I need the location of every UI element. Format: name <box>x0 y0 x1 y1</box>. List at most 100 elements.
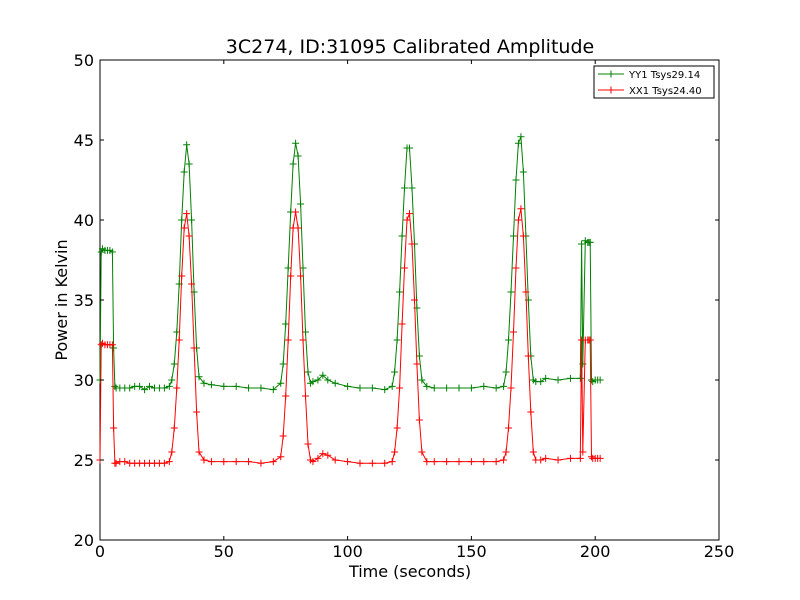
data-point <box>180 168 188 176</box>
data-point <box>302 392 310 400</box>
data-point <box>170 424 178 432</box>
data-point <box>299 336 307 344</box>
data-point <box>393 336 401 344</box>
data-point <box>108 341 116 349</box>
data-point <box>141 386 149 394</box>
data-point <box>136 382 144 390</box>
data-point <box>195 448 203 456</box>
data-point <box>455 458 463 466</box>
data-point <box>309 458 317 466</box>
data-point <box>112 459 120 467</box>
data-point <box>408 184 416 192</box>
series-group <box>96 205 604 467</box>
data-point <box>207 458 215 466</box>
y-tick-label: 50 <box>74 51 94 70</box>
data-point <box>168 376 176 384</box>
data-point <box>292 139 300 147</box>
data-point <box>368 459 376 467</box>
data-point <box>356 384 364 392</box>
data-point <box>195 373 203 381</box>
data-point <box>388 382 396 390</box>
data-point <box>566 454 574 462</box>
data-point <box>480 382 488 390</box>
data-point <box>282 392 290 400</box>
data-point <box>398 320 406 328</box>
data-point <box>406 144 413 152</box>
data-point <box>220 458 228 466</box>
data-point <box>502 368 510 376</box>
legend: YY1 Tsys29.14 XX1 Tsys24.40 <box>593 65 715 99</box>
data-point <box>507 288 515 296</box>
y-tick-label: 35 <box>74 291 94 310</box>
data-point <box>398 232 406 240</box>
data-point <box>110 344 118 352</box>
data-point <box>401 184 409 192</box>
data-point <box>391 448 399 456</box>
x-tick-label: 150 <box>456 542 487 561</box>
data-point <box>480 458 488 466</box>
data-point <box>200 456 208 464</box>
legend-entries: YY1 Tsys29.14 XX1 Tsys24.40 <box>598 70 702 97</box>
data-point <box>207 381 215 389</box>
data-point <box>292 208 300 216</box>
data-point <box>542 374 550 382</box>
data-point <box>279 360 287 368</box>
data-point <box>279 432 287 440</box>
data-point <box>180 224 188 232</box>
data-point <box>294 152 302 160</box>
data-point <box>319 371 327 379</box>
data-point <box>185 160 193 168</box>
data-point <box>418 448 426 456</box>
data-point <box>183 210 191 218</box>
data-point <box>527 408 535 416</box>
data-point <box>178 216 186 224</box>
y-tick-label: 45 <box>74 131 94 150</box>
data-point <box>97 248 105 256</box>
x-tick-label: 250 <box>704 542 735 561</box>
data-point <box>537 456 545 464</box>
data-point <box>537 378 545 386</box>
data-point <box>299 264 307 272</box>
data-point <box>331 456 339 464</box>
data-point <box>587 453 595 461</box>
data-point <box>168 448 176 456</box>
legend-box <box>593 65 715 99</box>
data-point <box>126 384 134 392</box>
data-point <box>269 386 277 394</box>
data-point <box>579 448 587 456</box>
y-tick-label: 20 <box>74 531 94 550</box>
data-point <box>178 272 186 280</box>
data-point <box>294 224 302 232</box>
data-point <box>408 240 416 248</box>
data-point <box>277 453 285 461</box>
chart-title: 3C274, ID:31095 Calibrated Amplitude <box>226 36 594 58</box>
x-tick-label: 100 <box>332 542 363 561</box>
data-point <box>566 374 574 382</box>
data-point <box>324 376 332 384</box>
data-point <box>232 458 240 466</box>
data-point <box>467 458 475 466</box>
data-point <box>173 384 181 392</box>
data-point <box>423 382 431 390</box>
data-point <box>160 384 168 392</box>
legend-marker <box>607 86 615 94</box>
data-point <box>232 382 240 390</box>
data-point <box>443 384 451 392</box>
data-point <box>576 374 584 382</box>
data-point <box>542 454 550 462</box>
data-point <box>519 168 527 176</box>
data-point <box>344 458 352 466</box>
data-point <box>160 459 168 467</box>
data-point <box>522 288 530 296</box>
data-point <box>381 459 389 467</box>
data-point <box>500 382 508 390</box>
data-point <box>183 141 191 149</box>
data-point <box>505 424 513 432</box>
y-tick-label: 30 <box>74 371 94 390</box>
data-point <box>110 424 118 432</box>
data-point <box>277 379 285 387</box>
data-point <box>423 458 431 466</box>
data-point <box>304 440 312 448</box>
data-point <box>220 382 228 390</box>
data-point <box>514 216 522 224</box>
